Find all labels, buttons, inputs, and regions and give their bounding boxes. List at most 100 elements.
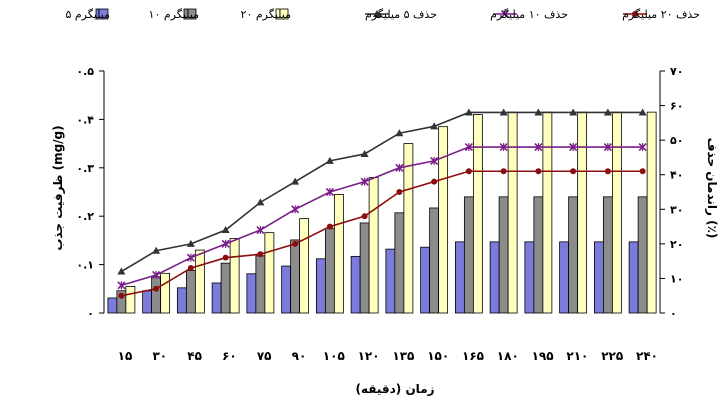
- point-s2-225: [603, 142, 612, 152]
- point-s2-120: [360, 177, 369, 186]
- bar-s1-225: [593, 241, 604, 314]
- point-s2-60: [221, 239, 230, 248]
- y-tick-label-4: ۰.۴: [76, 113, 94, 126]
- point-s1-135: [395, 129, 404, 137]
- legend-label-2: حذف ۱۰ میلیگرم: [490, 8, 568, 21]
- bar-s1-105: [315, 258, 326, 314]
- bar-s2-150: [429, 207, 440, 314]
- legend-marker-3: [373, 10, 381, 17]
- bar-s1-90: [281, 265, 292, 314]
- bar-s2-105: [324, 227, 335, 314]
- point-s1-165: [464, 108, 473, 116]
- x-tick-label-15: ۱۵: [118, 349, 133, 363]
- point-s3-150: [431, 178, 438, 185]
- x-axis-title: زمان (دقیقه): [355, 382, 434, 396]
- point-s3-45: [187, 265, 194, 272]
- point-s2-240: [638, 142, 647, 152]
- x-tick-label-90: ۹۰: [292, 349, 307, 363]
- bar-s2-180: [498, 196, 509, 314]
- y2-tick-label-5: ۵۰: [670, 134, 683, 147]
- bar-s2-195: [533, 196, 544, 314]
- bar-s3-105: [333, 194, 344, 314]
- bar-s2-75: [255, 255, 266, 314]
- bar-s1-60: [211, 282, 222, 314]
- bar-s3-60: [229, 238, 240, 314]
- x-tick-label-60: ۶۰: [222, 349, 237, 363]
- bar-s3-15: [125, 285, 136, 314]
- bar-s2-60: [220, 262, 231, 314]
- bar-s1-30: [142, 290, 153, 314]
- bar-s1-135: [385, 248, 396, 314]
- bar-s1-45: [176, 287, 187, 314]
- bar-s1-210: [559, 241, 570, 314]
- line-series-2: [121, 146, 643, 287]
- x-tick-label-150: ۱۵۰: [427, 349, 449, 363]
- x-tick-label-210: ۲۱۰: [566, 349, 588, 363]
- legend-marker-2-b: [500, 9, 510, 19]
- bar-s3-150: [438, 126, 449, 314]
- bar-s3-165: [472, 114, 483, 314]
- point-s1-90: [291, 177, 300, 185]
- x-tick-label-225: ۲۲۵: [601, 349, 623, 363]
- legend-swatch-4: [275, 8, 289, 20]
- point-s3-60: [222, 254, 229, 261]
- bar-s3-195: [542, 111, 553, 314]
- bar-s1-240: [628, 241, 639, 314]
- x-tick-label-135: ۱۳۵: [392, 349, 414, 363]
- y-tick-label-1: ۰.۱: [76, 259, 94, 272]
- bar-s2-240: [637, 196, 648, 314]
- y-tick-label-2: ۰.۲: [76, 210, 94, 223]
- y2-tick-label-0: ۰: [670, 307, 677, 320]
- bar-s2-135: [394, 212, 405, 314]
- legend-marker-1: [632, 11, 638, 17]
- y-tick-label-3: ۰.۳: [76, 162, 94, 175]
- bar-s2-30: [151, 276, 162, 314]
- legend-swatch-6: [95, 8, 109, 20]
- bar-s1-180: [489, 241, 500, 314]
- bar-s3-90: [299, 218, 310, 314]
- bar-s3-210: [577, 111, 588, 314]
- bar-s2-210: [568, 196, 579, 314]
- bar-s3-225: [611, 111, 622, 314]
- legend-label-6: میلیگرم ۵: [65, 8, 110, 21]
- point-s1-105: [325, 156, 334, 164]
- bar-s2-120: [359, 222, 370, 314]
- axes: ۰ ۰.۱ ۰.۲ ۰.۳ ۰.۴ ۰.۵ ۰ ۱۰ ۲۰ ۳۰ ۴۰ ۵۰ ۶۰ ۷۰ ۱۵ ۳۰ ۴۵ ۶۰ ۷…: [76, 65, 683, 363]
- point-s3-105: [326, 223, 333, 230]
- bar-s1-15: [107, 297, 118, 314]
- point-s1-150: [430, 122, 439, 130]
- x-tick-label-105: ۱۰۵: [323, 349, 345, 363]
- point-s3-240: [639, 168, 646, 175]
- point-s3-180: [500, 168, 507, 175]
- bar-s3-30: [160, 272, 171, 314]
- point-s3-165: [465, 168, 472, 175]
- x-tick-label-75: ۷۵: [257, 349, 272, 363]
- bar-s3-135: [403, 143, 414, 314]
- x-tick-label-45: ۴۵: [187, 349, 202, 363]
- y-tick-label-0: ۰: [87, 307, 94, 320]
- legend-item-4: میلیگرم ۲۰: [241, 8, 292, 21]
- y2-tick-label-7: ۷۰: [670, 65, 683, 78]
- point-s1-240: [638, 108, 647, 116]
- y2-tick-label-1: ۱۰: [670, 272, 683, 285]
- point-s3-225: [604, 168, 611, 175]
- point-s1-210: [569, 108, 578, 116]
- legend-item-6: میلیگرم ۵: [65, 8, 110, 21]
- point-s1-30: [152, 246, 161, 254]
- point-s3-30: [153, 285, 160, 292]
- bar-s2-90: [290, 239, 301, 314]
- legend-label-5: میلیگرم ۱۰: [149, 8, 200, 21]
- point-s2-210: [569, 142, 578, 152]
- bar-s2-225: [602, 196, 613, 314]
- bar-s3-240: [646, 111, 657, 314]
- line-series-1: [120, 111, 643, 273]
- legend-item-3: حذف ۵ میلیگرم: [365, 8, 437, 21]
- y2-tick-label-3: ۳۰: [670, 203, 683, 216]
- y2-axis-title: راندمان حذف (٪): [705, 138, 719, 239]
- point-s2-180: [499, 142, 508, 152]
- point-s2-90: [291, 205, 300, 214]
- plot-area: [107, 108, 657, 314]
- bar-s2-165: [463, 196, 474, 314]
- point-s3-210: [570, 168, 577, 175]
- point-s2-75: [256, 225, 265, 235]
